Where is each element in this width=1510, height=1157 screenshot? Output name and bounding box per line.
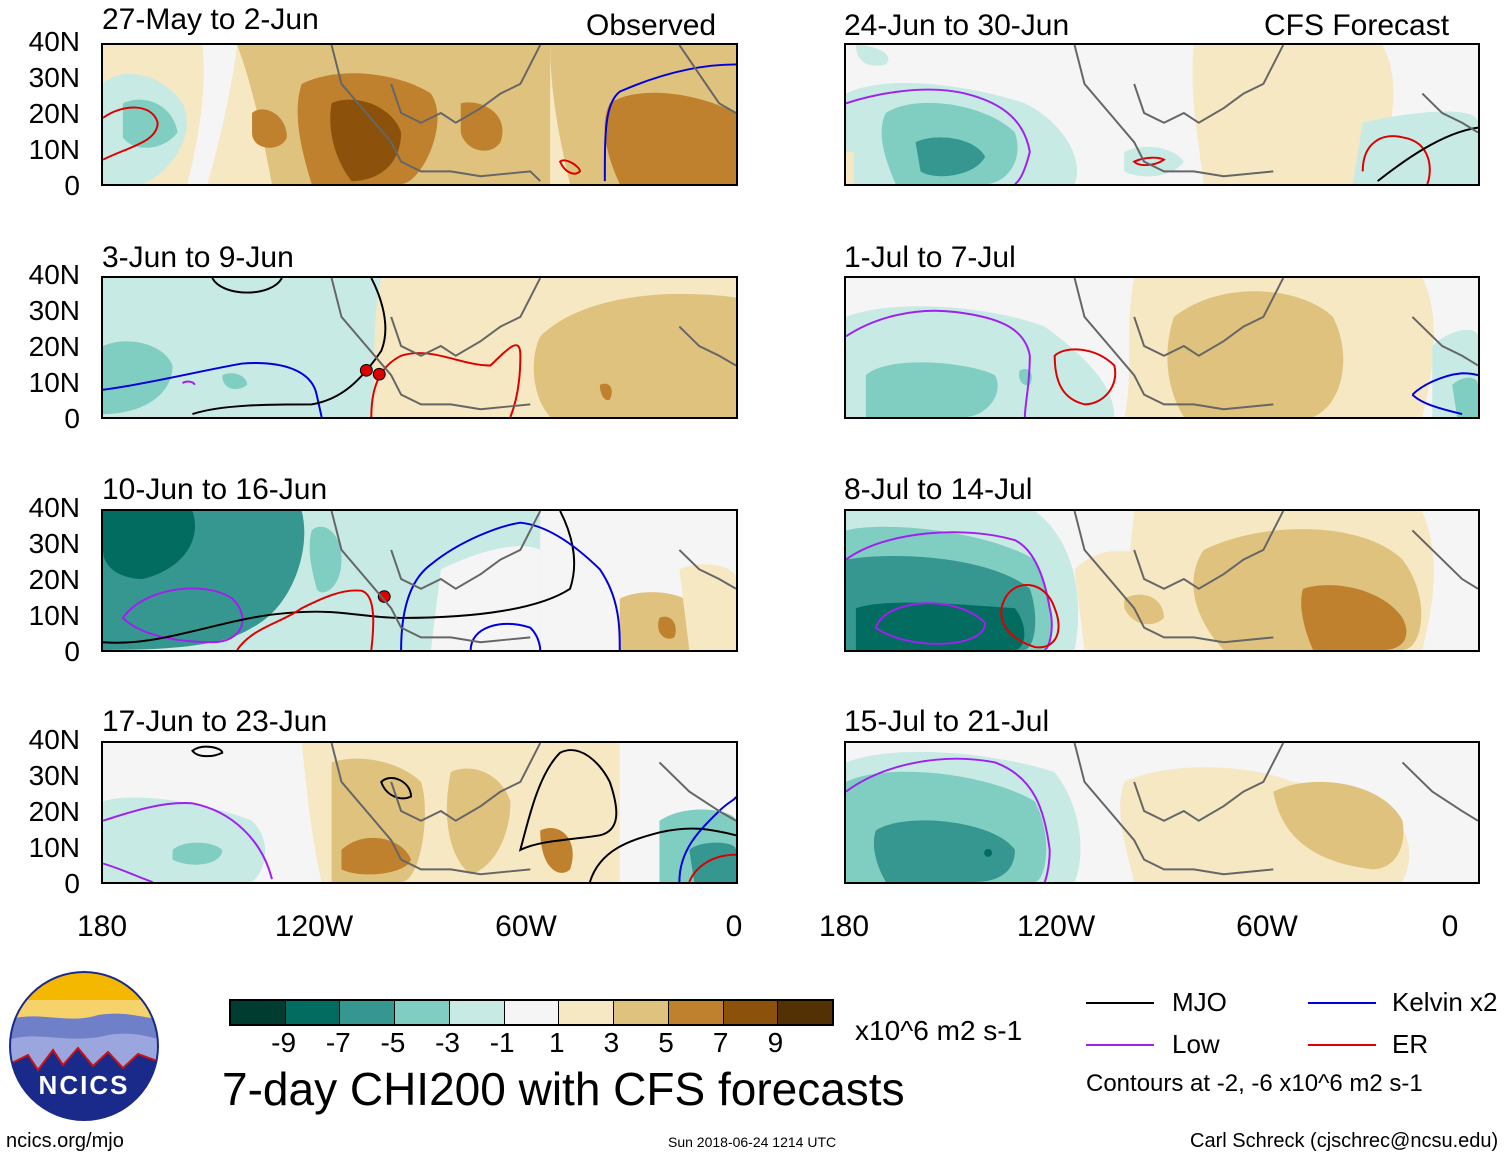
colorbar-tick-label: 1: [549, 1027, 565, 1058]
y-tick-0: 0: [64, 868, 80, 899]
colorbar-tick-label: 7: [712, 1027, 729, 1058]
y-tick-10n: 10N: [28, 367, 80, 398]
y-tick-10n: 10N: [28, 134, 80, 165]
observed-header: Observed: [586, 9, 717, 42]
x-tick-0-right: 0: [1441, 910, 1459, 943]
legend-note: Contours at -2, -6 x10^6 m2 s-1: [1086, 1070, 1423, 1097]
y-tick-0: 0: [64, 636, 80, 667]
x-tick-180-left: 180: [76, 910, 128, 943]
y-tick-10n: 10N: [28, 832, 80, 863]
y-tick-20n: 20N: [28, 331, 80, 362]
map-panel-8: [844, 741, 1480, 884]
y-tick-10n: 10N: [28, 600, 80, 631]
legend-line-low: [1086, 1044, 1154, 1046]
legend-label-mjo: MJO: [1172, 987, 1227, 1017]
legend-label-kelvin: Kelvin x2: [1392, 987, 1498, 1017]
y-tick-0: 0: [64, 403, 80, 434]
colorbar-tick-label: -5: [380, 1027, 406, 1058]
panel-title-4: 17-Jun to 23-Jun: [102, 705, 328, 738]
map-panel-4: [101, 741, 738, 884]
colorbar-tick-label: 5: [658, 1027, 674, 1058]
map-panel-5: [844, 43, 1480, 186]
map-panel-2: [101, 276, 738, 419]
colorbar-tick-label: -3: [435, 1027, 460, 1058]
y-tick-30n: 30N: [28, 760, 80, 791]
colorbar-swatch: [395, 1001, 450, 1024]
x-tick-60w-right: 60W: [1236, 910, 1298, 943]
x-tick-120w-right: 120W: [1016, 910, 1096, 943]
y-tick-40n: 40N: [28, 26, 80, 57]
colorbar-swatch: [504, 1001, 560, 1024]
colorbar-swatches: [229, 999, 834, 1026]
y-tick-40n: 40N: [28, 492, 80, 523]
y-tick-40n: 40N: [28, 724, 80, 755]
footer-author: Carl Schreck (cjschrec@ncsu.edu): [1190, 1130, 1499, 1152]
colorbar-swatch: [340, 1001, 396, 1024]
colorbar-tick-label: -9: [271, 1027, 297, 1058]
colorbar-swatch: [723, 1001, 779, 1024]
colorbar-swatch: [231, 1001, 286, 1024]
legend-line-kelvin: [1308, 1002, 1376, 1004]
legend-line-mjo: [1086, 1002, 1154, 1004]
colorbar-tick-label: 3: [603, 1027, 620, 1058]
legend-label-er: ER: [1392, 1029, 1429, 1059]
main-title: 7-day CHI200 with CFS forecasts: [222, 1063, 905, 1115]
panel-title-3: 10-Jun to 16-Jun: [102, 473, 328, 506]
x-tick-60w-left: 60W: [495, 910, 557, 943]
map-panel-1: [101, 43, 738, 186]
colorbar-units: x10^6 m2 s-1: [855, 1015, 1023, 1046]
footer-url[interactable]: ncics.org/mjo: [6, 1130, 124, 1152]
panel-title-5: 24-Jun to 30-Jun: [844, 9, 1070, 42]
legend-line-er: [1308, 1044, 1376, 1046]
panel-title-6: 1-Jul to 7-Jul: [844, 241, 1016, 274]
legend: MJO Kelvin x2 Low ER Contours at -2, -6 …: [1086, 988, 1506, 1098]
colorbar-swatch: [285, 1001, 341, 1024]
y-tick-20n: 20N: [28, 564, 80, 595]
logo-text: NCICS: [38, 1070, 130, 1100]
map-panel-7: [844, 509, 1480, 652]
colorbar-swatch: [449, 1001, 505, 1024]
map-panel-6: [844, 276, 1480, 419]
y-tick-20n: 20N: [28, 98, 80, 129]
panel-title-1: 27-May to 2-Jun: [102, 3, 319, 36]
colorbar-tick-label: -1: [489, 1027, 515, 1058]
y-tick-30n: 30N: [28, 295, 80, 326]
panel-title-2: 3-Jun to 9-Jun: [102, 241, 294, 274]
colorbar-tick-label: -7: [325, 1027, 351, 1058]
ncics-logo: NCICS: [8, 970, 160, 1122]
panel-title-7: 8-Jul to 14-Jul: [844, 473, 1033, 506]
x-tick-180-right: 180: [818, 910, 870, 943]
colorbar-swatch: [614, 1001, 669, 1024]
y-tick-20n: 20N: [28, 796, 80, 827]
y-tick-30n: 30N: [28, 528, 80, 559]
colorbar-labels: -9 -7 -5 -3 -1 1 3 5 7 9: [229, 1029, 834, 1059]
y-tick-30n: 30N: [28, 62, 80, 93]
colorbar-swatch: [559, 1001, 615, 1024]
legend-label-low: Low: [1172, 1029, 1220, 1059]
x-tick-120w-left: 120W: [274, 910, 354, 943]
map-panel-3: [101, 509, 738, 652]
panel-title-8: 15-Jul to 21-Jul: [844, 705, 1050, 738]
forecast-header: CFS Forecast: [1264, 9, 1450, 42]
y-tick-0: 0: [64, 170, 80, 201]
colorbar-swatch: [668, 1001, 724, 1024]
footer-timestamp: Sun 2018-06-24 1214 UTC: [668, 1134, 837, 1150]
x-tick-0-left: 0: [725, 910, 743, 943]
ncics-logo-graphic: [9, 971, 159, 1121]
colorbar-tick-label: 9: [767, 1027, 784, 1058]
y-tick-40n: 40N: [28, 259, 80, 290]
colorbar-swatch: [778, 1001, 833, 1024]
